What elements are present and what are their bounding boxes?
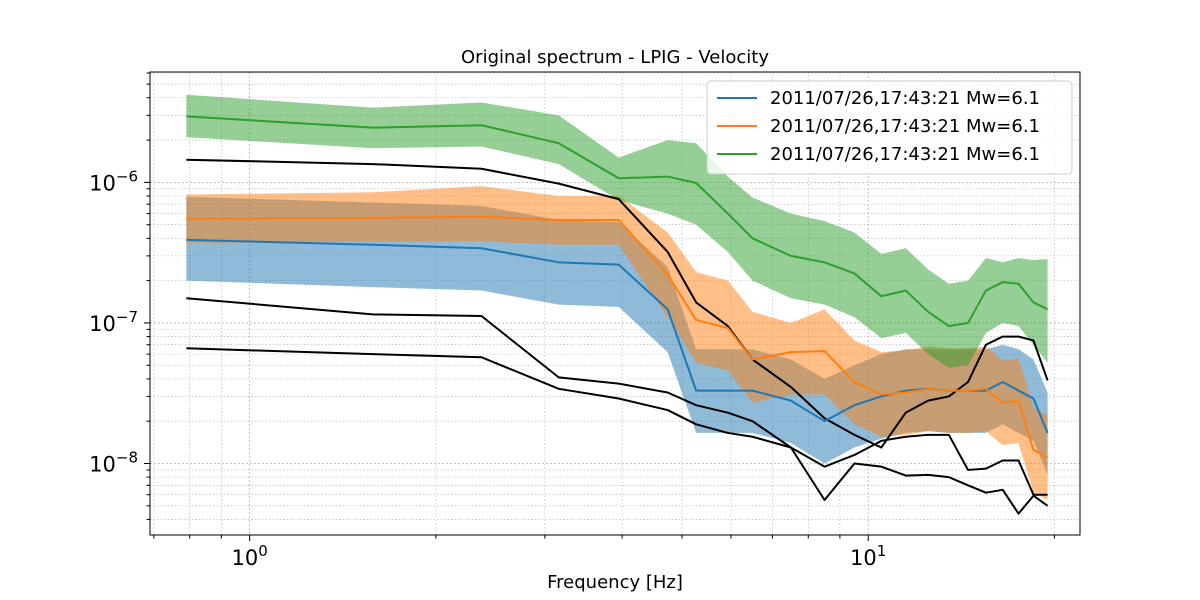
- x-tick-label: 101: [850, 542, 886, 570]
- series-1-line: [186, 238, 1049, 434]
- y-tick-label: 10−6: [89, 167, 138, 195]
- plot-frame: [149, 71, 1081, 536]
- legend: 2011/07/26,17:43:21 Mw=6.1 2011/07/26,17:…: [706, 80, 1073, 175]
- series-lines: [186, 115, 1049, 459]
- series-3-band: [186, 94, 1048, 368]
- y-axis-ticks: 10−8 10−7 10−6: [89, 72, 150, 520]
- legend-box: [706, 80, 1073, 175]
- legend-label-3: 2011/07/26,17:43:21 Mw=6.1: [770, 144, 1040, 165]
- series-2-line: [186, 215, 1049, 459]
- y-tick-label: 10−8: [89, 449, 138, 477]
- reference-curve-2: [186, 297, 1048, 496]
- x-axis-label: Frequency [Hz]: [547, 572, 683, 593]
- x-tick-label: 100: [232, 542, 268, 570]
- x-axis-ticks: 100 101: [153, 535, 1055, 570]
- series-3-line: [186, 115, 1049, 328]
- reference-curve-3: [186, 347, 1049, 515]
- legend-label-2: 2011/07/26,17:43:21 Mw=6.1: [770, 116, 1040, 137]
- chart-title: Original spectrum - LPIG - Velocity: [461, 47, 769, 68]
- reference-curve-1: [186, 158, 1049, 449]
- reference-curves: [186, 158, 1049, 515]
- legend-label-1: 2011/07/26,17:43:21 Mw=6.1: [770, 88, 1040, 109]
- y-tick-label: 10−7: [89, 308, 138, 336]
- series-1-band: [186, 196, 1048, 475]
